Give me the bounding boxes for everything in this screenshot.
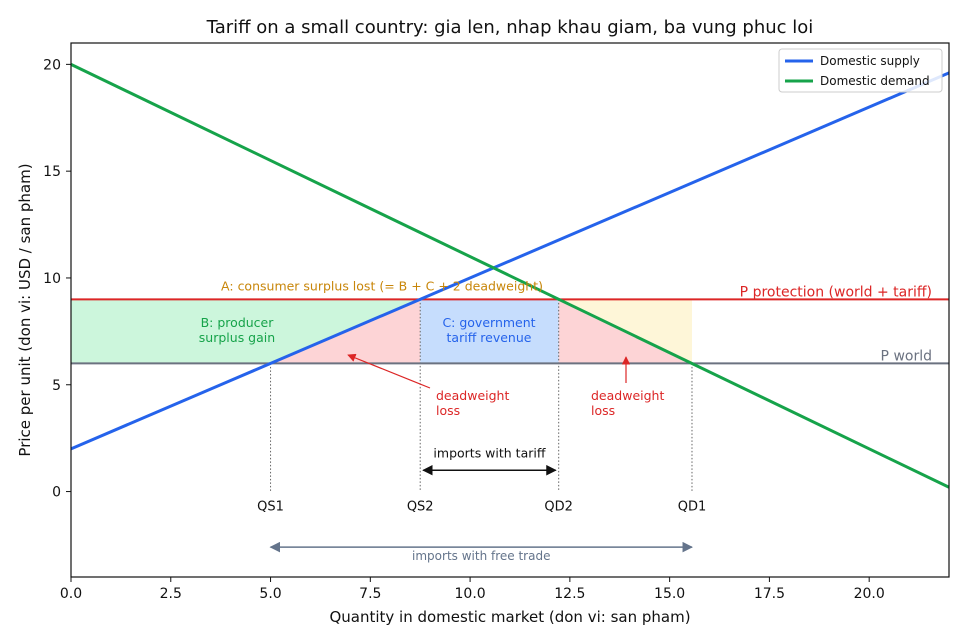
deadweight-right-label: deadweight — [591, 388, 664, 403]
deadweight-left-label: loss — [436, 403, 460, 418]
imports-free-label: imports with free trade — [412, 549, 550, 563]
x-tick-label: 17.5 — [754, 586, 785, 602]
quantity-label-qd1: QD1 — [678, 500, 707, 515]
region-a-label: A: consumer surplus lost (= B + C + 2 de… — [221, 278, 543, 293]
legend-entry: Domestic demand — [820, 74, 930, 88]
annotations: QS1 QS2 QD2 QD1 P protection (world + tariff… — [199, 278, 932, 562]
domestic-demand-line — [70, 63, 950, 489]
x-tick-label: 0.0 — [60, 586, 82, 602]
curve-lines — [70, 63, 950, 492]
x-tick-label: 20.0 — [854, 586, 885, 602]
legend-box — [778, 48, 943, 93]
plot-frame — [70, 42, 950, 578]
y-tick-label: 0 — [52, 485, 61, 501]
domestic-supply-line — [70, 71, 950, 451]
price-protection-label: P protection (world + tariff) — [740, 284, 932, 300]
deadweight-right-label: loss — [591, 403, 615, 418]
region-c-tariff-revenue — [420, 299, 559, 364]
quantity-label-qd2: QD2 — [544, 500, 573, 515]
x-axis-label: Quantity in domestic market (don vi: san… — [329, 608, 690, 626]
deadweight-left-label: deadweight — [436, 388, 509, 403]
region-c-label: tariff revenue — [447, 330, 532, 345]
x-tick-label: 10.0 — [455, 586, 486, 602]
x-tick-label: 5.0 — [259, 586, 281, 602]
axes: 0.0 2.5 5.0 7.5 10.0 12.5 15.0 17.5 20.0 0 5 10 15 20 — [43, 42, 950, 602]
chart-title: Tariff on a small country: gia len, nhap… — [206, 17, 814, 38]
legend-entry: Domestic supply — [820, 54, 920, 68]
x-tick-label: 15.0 — [654, 586, 685, 602]
quantity-label-qs1: QS1 — [257, 500, 284, 515]
x-tick-label: 2.5 — [160, 586, 182, 602]
region-c-label: C: government — [442, 315, 535, 330]
surplus-regions — [71, 299, 692, 364]
region-b-producer-gain — [71, 299, 421, 364]
y-axis-label: Price per unit (don vi: USD / san pham) — [16, 163, 34, 456]
price-world-label: P world — [881, 348, 932, 364]
y-tick-label: 5 — [52, 378, 61, 394]
region-b-label: surplus gain — [199, 330, 275, 345]
x-tick-label: 12.5 — [554, 586, 585, 602]
region-b-label: B: producer — [201, 315, 275, 330]
deadweight-left-arrow — [347, 353, 431, 389]
imports-tariff-label: imports with tariff — [433, 445, 545, 460]
y-tick-label: 20 — [43, 57, 61, 73]
legend: Domestic supply Domestic demand — [778, 48, 943, 93]
y-tick-label: 15 — [43, 164, 61, 180]
quantity-label-qs2: QS2 — [407, 500, 434, 515]
y-tick-label: 10 — [43, 271, 61, 287]
x-tick-label: 7.5 — [359, 586, 381, 602]
